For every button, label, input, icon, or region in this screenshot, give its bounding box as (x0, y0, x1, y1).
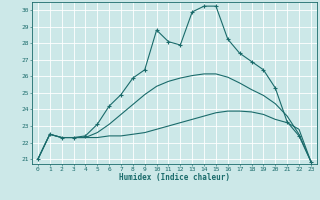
X-axis label: Humidex (Indice chaleur): Humidex (Indice chaleur) (119, 173, 230, 182)
